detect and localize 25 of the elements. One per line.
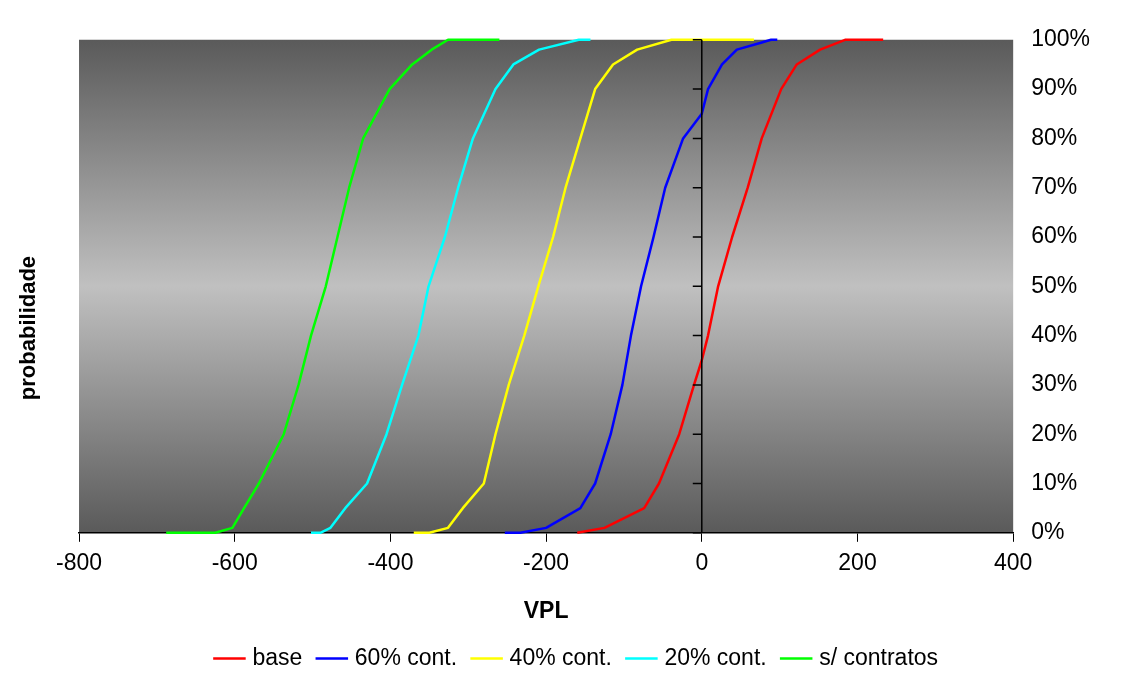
y-tick-label: 60% [1031, 222, 1078, 249]
legend-label: base [252, 643, 303, 670]
x-axis-title: VPL [523, 596, 569, 623]
y-tick-label: 70% [1031, 173, 1078, 200]
x-tick-label: 0 [695, 548, 709, 575]
x-tick-label: 200 [838, 548, 877, 575]
x-tick-label: -800 [55, 548, 103, 575]
x-tick-label: -600 [211, 548, 258, 575]
legend-label: 60% cont. [354, 643, 458, 670]
y-tick-label: 0% [1031, 518, 1065, 545]
y-tick-label: 20% [1031, 419, 1078, 446]
x-tick-label: -400 [367, 548, 414, 575]
y-tick-label: 30% [1031, 370, 1078, 397]
legend-label: 20% cont. [664, 643, 767, 670]
y-tick-label: 40% [1031, 320, 1078, 347]
legend-label: 40% cont. [509, 643, 612, 670]
legend-label: s/ contratos [819, 643, 939, 670]
y-tick-label: 50% [1031, 271, 1078, 298]
y-tick-label: 80% [1031, 123, 1078, 150]
x-tick-label: -200 [523, 548, 570, 575]
x-tick-label: 400 [993, 548, 1033, 575]
y-tick-label: 90% [1031, 74, 1078, 101]
y-tick-label: 100% [1031, 25, 1090, 52]
y-axis-title: probabilidade [15, 255, 41, 401]
y-tick-label: 10% [1031, 468, 1078, 495]
